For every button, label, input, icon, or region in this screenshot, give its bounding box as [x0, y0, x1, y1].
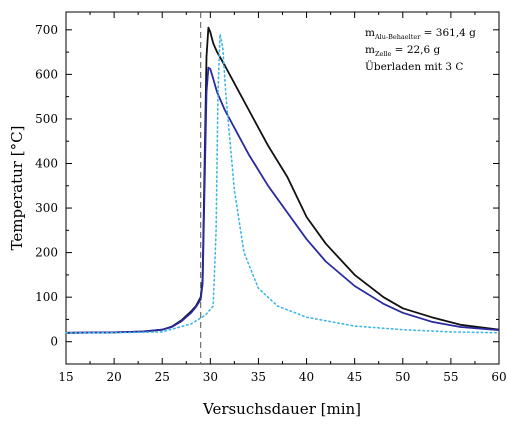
x-tick-label: 25 [155, 370, 170, 384]
x-tick-label: 35 [251, 370, 266, 384]
x-axis-title: Versuchsdauer [min] [202, 400, 361, 418]
x-tick-label: 55 [443, 370, 458, 384]
y-tick-label: 700 [35, 23, 58, 37]
annotation-1-rest: = 361,4 g [420, 27, 476, 39]
x-tick-label: 45 [347, 370, 362, 384]
y-tick-label: 0 [50, 335, 58, 349]
x-tick-label: 20 [106, 370, 121, 384]
y-tick-label: 400 [35, 156, 58, 170]
y-tick-label: 500 [35, 112, 58, 126]
series-group [65, 26, 500, 334]
x-tick-label: 60 [491, 370, 506, 384]
series-line-1 [65, 26, 500, 334]
series-line-2 [65, 66, 500, 334]
y-axis-title: Temperatur [°C] [8, 126, 26, 251]
y-tick-label: 200 [35, 246, 58, 260]
x-tick-label: 30 [203, 370, 218, 384]
y-tick-label: 300 [35, 201, 58, 215]
x-tick-label: 40 [299, 370, 314, 384]
annotation-line-3: Überladen mit 3 C [365, 59, 463, 73]
annotation-2-sub: Zelle [375, 50, 392, 58]
x-tick-label: 15 [58, 370, 73, 384]
y-axis-ticks: 0 100 200 300 400 500 600 700 [35, 23, 499, 365]
series-line-3 [65, 33, 500, 334]
annotation-2-rest: = 22,6 g [391, 44, 440, 56]
x-tick-label: 50 [395, 370, 410, 384]
annotation-2-main: m [365, 44, 375, 56]
x-axis-ticks: 15 20 25 30 35 40 45 50 55 60 [58, 12, 507, 384]
annotation-1-sub: Alu-Behaelter [374, 33, 421, 41]
y-tick-label: 600 [35, 67, 58, 81]
y-tick-label: 100 [35, 290, 58, 304]
annotation-block: mAlu-Behaelter = 361,4 g mZelle = 22,6 g… [365, 27, 476, 73]
annotation-line-2: mZelle = 22,6 g [365, 44, 441, 58]
annotation-line-1: mAlu-Behaelter = 361,4 g [365, 27, 476, 41]
annotation-1-main: m [365, 27, 375, 39]
